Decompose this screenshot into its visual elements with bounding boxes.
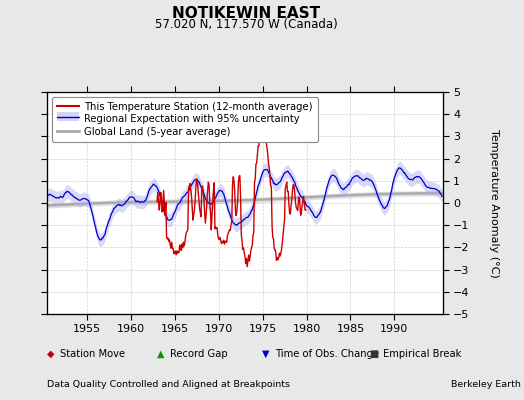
Y-axis label: Temperature Anomaly (°C): Temperature Anomaly (°C)	[489, 129, 499, 277]
Text: Berkeley Earth: Berkeley Earth	[451, 380, 520, 389]
Text: Time of Obs. Change: Time of Obs. Change	[275, 349, 379, 359]
Text: ■: ■	[369, 349, 379, 359]
Text: Data Quality Controlled and Aligned at Breakpoints: Data Quality Controlled and Aligned at B…	[47, 380, 290, 389]
Legend: This Temperature Station (12-month average), Regional Expectation with 95% uncer: This Temperature Station (12-month avera…	[52, 97, 318, 142]
Text: ◆: ◆	[47, 349, 54, 359]
Text: ▼: ▼	[262, 349, 269, 359]
Text: 57.020 N, 117.570 W (Canada): 57.020 N, 117.570 W (Canada)	[155, 18, 337, 31]
Text: ▲: ▲	[157, 349, 165, 359]
Text: Station Move: Station Move	[60, 349, 125, 359]
Text: NOTIKEWIN EAST: NOTIKEWIN EAST	[172, 6, 320, 21]
Text: Empirical Break: Empirical Break	[383, 349, 461, 359]
Text: Record Gap: Record Gap	[170, 349, 228, 359]
